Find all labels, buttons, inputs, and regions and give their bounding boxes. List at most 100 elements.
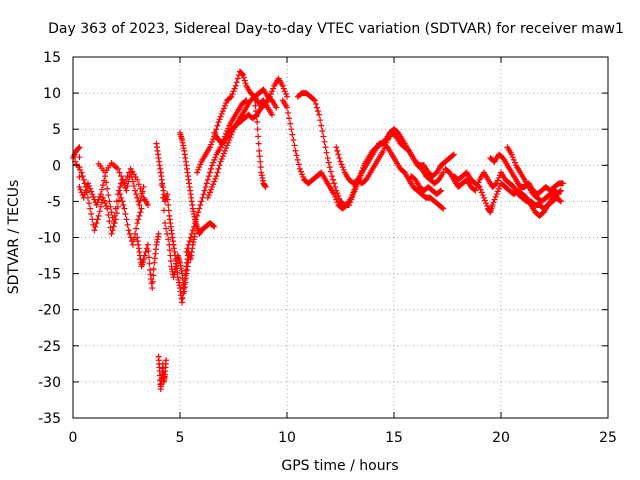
data-point: [80, 176, 87, 183]
data-point: [251, 97, 258, 104]
data-point: [145, 248, 152, 255]
data-point: [256, 147, 263, 154]
data-point: [218, 110, 225, 117]
data-point: [134, 194, 141, 201]
data-point: [194, 169, 201, 176]
data-point: [140, 183, 147, 190]
data-point: [158, 182, 165, 189]
data-point: [267, 91, 274, 98]
data-point: [284, 104, 290, 111]
data-point: [289, 131, 296, 138]
data-point: [495, 174, 502, 181]
data-point: [138, 205, 145, 212]
data-point: [129, 178, 136, 185]
data-point: [257, 164, 264, 171]
data-point: [134, 176, 141, 183]
data-point: [126, 169, 133, 176]
data-point: [495, 185, 502, 192]
data-point: [557, 187, 564, 194]
data-point: [137, 185, 144, 192]
data-point: [206, 169, 213, 176]
data-point: [494, 188, 501, 195]
data-point: [346, 202, 353, 209]
y-tick-label: -35: [38, 411, 61, 427]
data-point: [252, 102, 259, 109]
data-point: [87, 185, 94, 192]
data-point: [560, 180, 567, 187]
data-point: [380, 147, 387, 154]
x-tick-label: 25: [599, 430, 617, 446]
data-point: [194, 212, 201, 219]
data-point: [269, 111, 276, 118]
data-point: [130, 183, 137, 190]
data-point: [210, 181, 217, 188]
data-point: [164, 230, 171, 237]
data-point: [220, 105, 227, 112]
data-point: [293, 152, 300, 159]
data-point: [479, 192, 486, 199]
data-point: [211, 223, 218, 230]
data-point: [508, 151, 515, 158]
data-point: [555, 191, 562, 198]
data-point: [111, 220, 118, 227]
data-point: [330, 176, 337, 183]
data-point: [349, 193, 356, 200]
data-point: [127, 234, 134, 241]
data-point: [117, 183, 124, 190]
data-point: [230, 88, 237, 95]
data-point: [347, 199, 354, 206]
data-point: [208, 186, 215, 193]
data-point: [480, 194, 487, 201]
data-point: [331, 180, 338, 187]
data-point: [136, 202, 143, 209]
data-point: [351, 188, 358, 195]
data-point: [334, 147, 341, 154]
data-point: [110, 223, 117, 230]
data-point: [163, 225, 170, 232]
data-point: [321, 138, 328, 145]
data-point: [241, 77, 248, 84]
data-point: [108, 230, 115, 237]
data-point: [193, 216, 200, 223]
data-point: [76, 174, 83, 181]
data-point: [478, 189, 485, 196]
data-point: [332, 193, 339, 200]
data-point: [135, 181, 142, 188]
data-point: [223, 145, 230, 152]
data-point: [205, 173, 212, 180]
data-point: [332, 183, 339, 190]
data-point: [99, 182, 106, 189]
data-point: [225, 139, 232, 146]
y-tick-label: 15: [43, 50, 61, 66]
data-point: [212, 154, 219, 161]
data-point: [86, 183, 93, 190]
data-point: [300, 174, 307, 181]
data-point: [203, 180, 210, 187]
data-point: [162, 220, 169, 227]
x-tick-label: 15: [385, 430, 403, 446]
data-point: [129, 241, 136, 248]
data-point: [554, 190, 561, 197]
data-point: [137, 209, 144, 216]
data-point: [133, 225, 140, 232]
data-point: [121, 180, 128, 187]
data-point: [210, 136, 217, 143]
data-point: [217, 144, 224, 151]
data-point: [118, 194, 125, 201]
data-point: [290, 137, 297, 144]
data-point: [77, 186, 84, 193]
data-point: [316, 111, 323, 118]
data-point: [483, 200, 490, 207]
data-point: [196, 205, 203, 212]
data-point: [164, 196, 171, 203]
data-point: [124, 221, 131, 228]
data-point: [208, 141, 215, 148]
data-point: [167, 257, 174, 264]
data-point: [242, 98, 249, 105]
x-tick-label: 10: [278, 430, 296, 446]
data-point: [200, 191, 207, 198]
data-point: [223, 100, 230, 107]
data-point: [509, 154, 516, 161]
data-point: [242, 80, 249, 87]
data-point: [210, 222, 217, 229]
